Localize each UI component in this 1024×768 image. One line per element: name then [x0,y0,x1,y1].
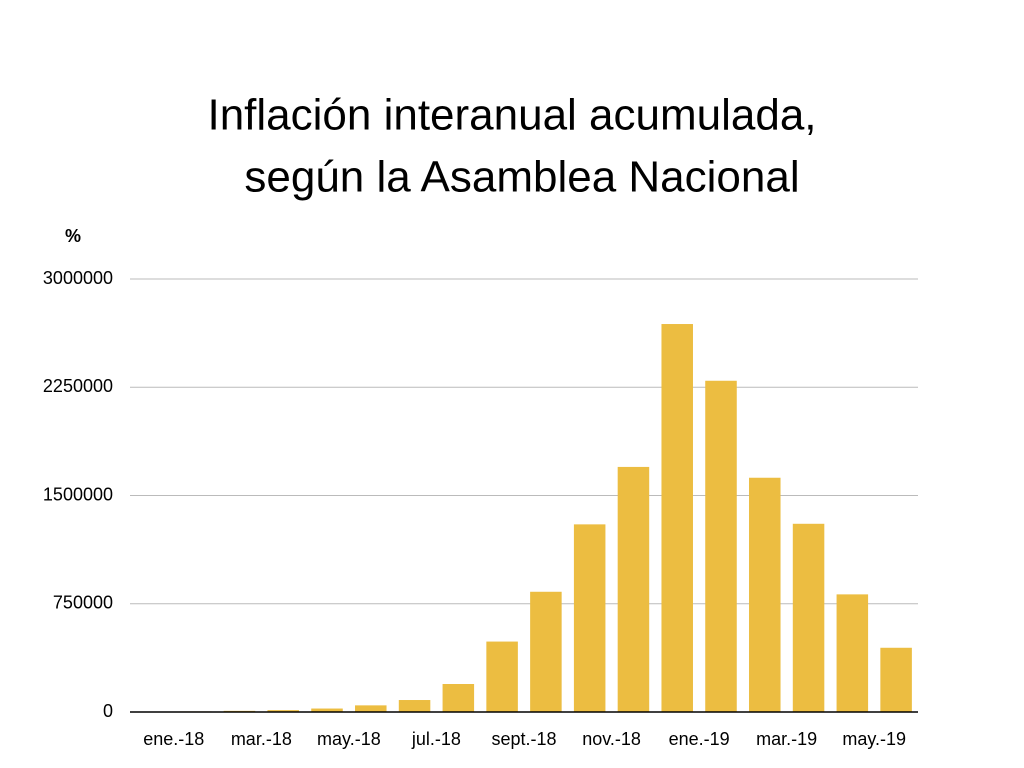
y-tick-label: 0 [103,701,113,721]
bar [573,524,606,712]
x-tick-label: mar.-19 [756,729,817,749]
bar [880,647,912,712]
bar [661,324,693,712]
y-tick-label: 1500000 [43,484,113,504]
bar [617,466,650,712]
bar [749,477,781,712]
x-tick-label: jul.-18 [411,729,461,749]
bar [486,641,518,712]
x-tick-label: nov.-18 [582,729,641,749]
chart-title: según la Asamblea Nacional [244,153,799,202]
x-tick-label: ene.-18 [143,729,204,749]
y-tick-label: 2250000 [43,376,113,396]
x-tick-label: sept.-18 [491,729,556,749]
chart-title: Inflación interanual acumulada, [207,91,816,140]
bar [836,594,869,712]
bar [705,380,737,712]
bar [355,705,387,712]
bar [442,683,475,712]
bar [792,523,825,712]
x-tick-label: mar.-18 [231,729,292,749]
y-tick-label: 750000 [53,593,113,613]
bar [267,710,299,712]
y-axis-label: % [65,226,81,246]
x-tick-label: may.-19 [842,729,906,749]
x-tick-label: may.-18 [317,729,381,749]
bar [398,700,431,712]
y-tick-label: 3000000 [43,268,113,288]
x-tick-label: ene.-19 [669,729,730,749]
bar [530,591,562,712]
bar [311,708,343,712]
